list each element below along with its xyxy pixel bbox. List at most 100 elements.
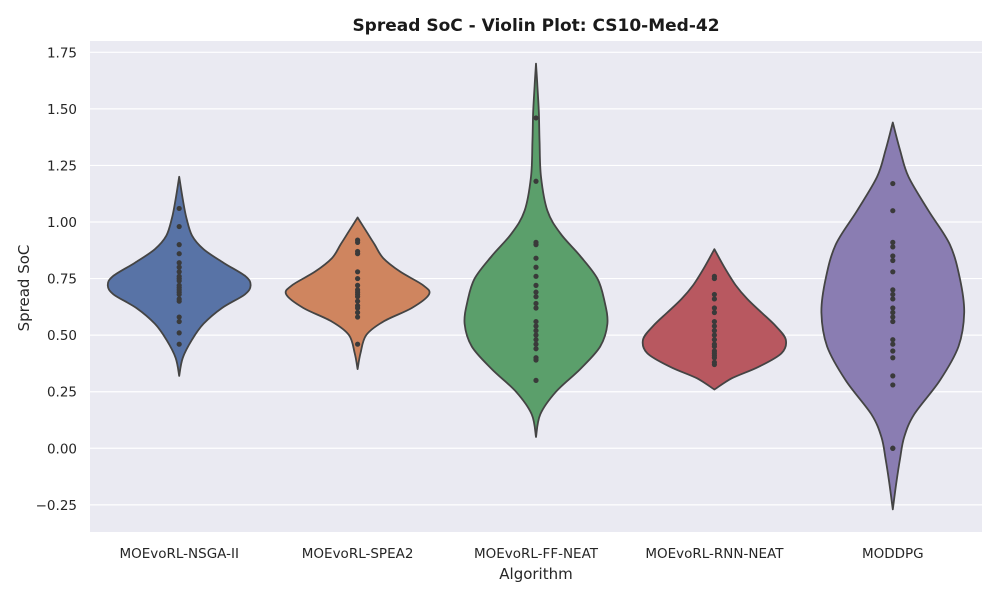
data-point bbox=[176, 278, 182, 284]
violin-3 bbox=[463, 62, 609, 438]
data-point bbox=[711, 305, 718, 311]
y-tick-label: −0.25 bbox=[36, 498, 77, 514]
data-point bbox=[355, 298, 361, 304]
data-point bbox=[355, 251, 361, 257]
data-point bbox=[176, 251, 182, 257]
data-point bbox=[711, 318, 718, 325]
violins bbox=[106, 62, 966, 511]
data-point bbox=[176, 264, 182, 270]
data-point bbox=[711, 296, 718, 302]
data-point bbox=[890, 257, 896, 264]
y-tick-label: 0.50 bbox=[47, 328, 77, 344]
violin-2 bbox=[284, 216, 431, 370]
data-point bbox=[890, 291, 896, 298]
data-point bbox=[176, 260, 182, 266]
data-point bbox=[890, 348, 896, 354]
data-point bbox=[355, 341, 361, 347]
data-point bbox=[890, 287, 896, 293]
y-tick-label: 1.00 bbox=[47, 215, 77, 231]
y-tick-label: 1.75 bbox=[47, 45, 77, 61]
data-point bbox=[176, 205, 182, 212]
data-point bbox=[533, 337, 539, 343]
violin-5 bbox=[820, 121, 966, 511]
data-point bbox=[176, 298, 182, 304]
x-tick-label: MOEvoRL-SPEA2 bbox=[302, 546, 414, 562]
data-point bbox=[355, 275, 361, 282]
data-point bbox=[355, 309, 361, 316]
data-point bbox=[176, 318, 182, 325]
data-point bbox=[355, 282, 361, 288]
y-tick-labels: −0.25 0.00 0.25 0.50 0.75 1.00 1.25 1.50 1.75 bbox=[36, 45, 77, 514]
y-tick-label: 1.50 bbox=[47, 102, 77, 118]
data-point bbox=[711, 323, 718, 329]
data-point bbox=[890, 314, 896, 320]
data-point bbox=[711, 275, 718, 282]
data-point bbox=[890, 208, 896, 214]
data-point bbox=[533, 323, 539, 329]
data-point bbox=[176, 242, 182, 248]
violin-1 bbox=[106, 175, 252, 377]
data-point bbox=[533, 377, 539, 384]
x-tick-label: MOEvoRL-FF-NEAT bbox=[474, 546, 599, 562]
data-point bbox=[711, 355, 718, 361]
data-point bbox=[890, 341, 896, 347]
data-point bbox=[890, 253, 896, 259]
data-point bbox=[533, 305, 539, 311]
data-point bbox=[890, 309, 896, 316]
data-point bbox=[890, 239, 896, 245]
data-point bbox=[711, 328, 718, 334]
violin-body bbox=[463, 62, 609, 438]
data-point bbox=[533, 289, 539, 295]
data-point bbox=[533, 357, 539, 363]
data-point bbox=[890, 305, 896, 311]
data-point bbox=[533, 300, 539, 307]
chart-title: Spread SoC - Violin Plot: CS10-Med-42 bbox=[352, 16, 719, 36]
x-axis-label: Algorithm bbox=[499, 565, 572, 583]
data-point bbox=[176, 269, 182, 275]
data-point bbox=[711, 309, 718, 316]
data-point bbox=[176, 330, 182, 336]
data-point bbox=[711, 361, 718, 368]
data-point bbox=[711, 337, 718, 343]
data-point bbox=[890, 318, 896, 325]
data-point bbox=[533, 178, 539, 184]
data-point bbox=[533, 332, 539, 338]
data-point bbox=[533, 294, 539, 300]
data-point bbox=[176, 223, 182, 230]
data-point bbox=[890, 382, 896, 388]
data-point bbox=[533, 255, 539, 261]
data-point bbox=[533, 273, 539, 279]
data-point bbox=[890, 296, 896, 302]
data-point bbox=[890, 180, 896, 187]
data-point bbox=[890, 337, 896, 343]
x-tick-label: MOEvoRL-NSGA-II bbox=[119, 546, 239, 562]
data-point bbox=[355, 239, 361, 245]
y-axis-label: Spread SoC bbox=[15, 245, 33, 332]
violin-4 bbox=[641, 248, 788, 391]
data-point bbox=[890, 373, 896, 379]
data-point bbox=[711, 343, 718, 350]
data-point bbox=[890, 269, 896, 275]
data-point bbox=[176, 291, 182, 298]
data-point bbox=[890, 244, 896, 250]
data-point bbox=[890, 445, 896, 451]
data-point bbox=[355, 269, 361, 275]
data-point bbox=[533, 264, 539, 270]
data-point bbox=[533, 328, 539, 334]
y-tick-label: 0.00 bbox=[47, 441, 77, 457]
x-tick-label: MODDPG bbox=[862, 546, 924, 562]
x-tick-labels: MOEvoRL-NSGA-II MOEvoRL-SPEA2 MOEvoRL-FF-N… bbox=[119, 546, 923, 562]
data-point bbox=[533, 341, 539, 347]
y-tick-label: 0.75 bbox=[47, 272, 77, 288]
data-point bbox=[711, 332, 718, 338]
y-tick-label: 1.25 bbox=[47, 158, 77, 174]
data-point bbox=[890, 355, 896, 361]
data-point bbox=[533, 115, 539, 121]
data-point bbox=[355, 294, 361, 300]
y-tick-label: 0.25 bbox=[47, 385, 77, 401]
data-point bbox=[711, 291, 718, 298]
data-point bbox=[355, 305, 361, 311]
x-tick-label: MOEvoRL-RNN-NEAT bbox=[645, 546, 784, 562]
data-point bbox=[533, 318, 539, 325]
